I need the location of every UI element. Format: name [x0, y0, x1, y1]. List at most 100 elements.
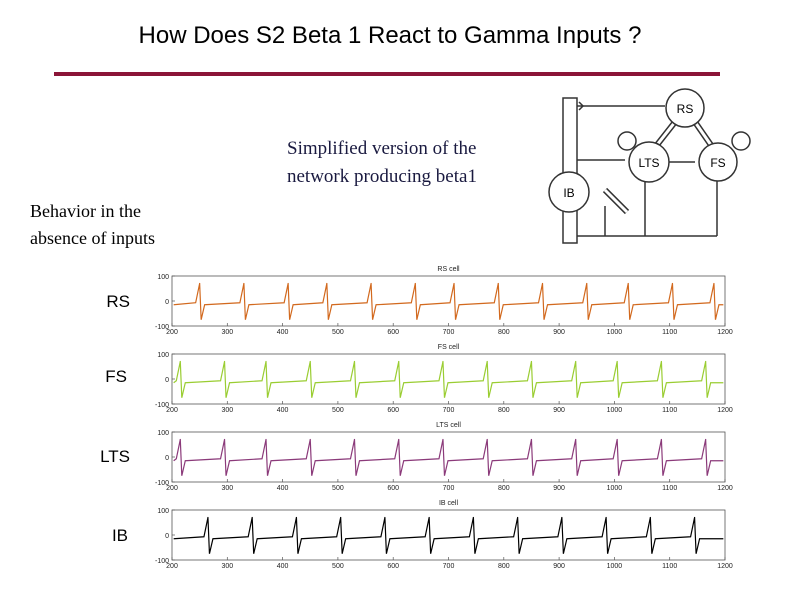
y-tick-label: 100 — [157, 430, 169, 437]
x-tick-label: 500 — [332, 485, 344, 492]
spike-mark — [486, 438, 488, 441]
x-tick-label: 200 — [166, 329, 178, 336]
node-rs — [665, 88, 705, 128]
x-tick-label: 600 — [387, 563, 399, 570]
node-ib-label: IB — [563, 186, 574, 200]
x-tick-label: 1200 — [717, 329, 733, 336]
spike-mark — [223, 438, 226, 441]
spike-mark — [713, 282, 715, 285]
spike-mark — [486, 360, 488, 363]
spike-mark — [353, 438, 356, 441]
x-tick-label: 1100 — [662, 407, 677, 414]
spike-mark — [472, 516, 474, 519]
spike-mark — [530, 438, 533, 441]
spike-mark — [705, 438, 707, 441]
x-tick-label: 200 — [166, 407, 178, 414]
x-tick-label: 1100 — [662, 563, 677, 570]
plot-title: FS cell — [438, 344, 460, 351]
spike-mark — [326, 282, 328, 285]
x-tick-label: 1100 — [662, 485, 677, 492]
y-tick-label: 100 — [157, 508, 169, 515]
spike-mark — [616, 438, 618, 441]
plot-frame — [171, 431, 726, 483]
x-tick-label: 800 — [498, 485, 510, 492]
y-tick-label: -100 — [155, 402, 169, 409]
spike-mark — [605, 516, 607, 519]
spike-mark — [671, 282, 674, 285]
plot-title: LTS cell — [436, 422, 461, 429]
voltage-trace — [173, 283, 724, 320]
spike-mark — [398, 438, 400, 441]
x-tick-label: 1200 — [717, 563, 733, 570]
spike-mark — [575, 438, 577, 441]
row-label-lts: LTS — [100, 447, 130, 466]
spike-mark — [660, 360, 663, 363]
x-tick-label: 700 — [443, 563, 455, 570]
x-tick-label: 400 — [277, 485, 289, 492]
spike-mark — [295, 516, 298, 519]
x-tick-label: 200 — [166, 485, 178, 492]
spike-mark — [309, 438, 311, 441]
input-bar — [562, 97, 578, 244]
node-rs-label: RS — [677, 102, 694, 116]
fs-self-loop — [731, 131, 751, 151]
x-tick-label: 400 — [277, 563, 289, 570]
x-tick-label: 700 — [443, 485, 455, 492]
x-tick-label: 900 — [553, 407, 565, 414]
spike-mark — [561, 516, 563, 519]
network-diagram: RS LTS FS IB — [548, 88, 751, 244]
behavior-caption: Behavior in the absence of inputs — [30, 198, 155, 252]
y-tick-label: 0 — [165, 455, 169, 462]
x-tick-label: 300 — [221, 329, 233, 336]
network-caption-line-1: Simplified version of the — [287, 138, 477, 159]
plot-title: IB cell — [439, 500, 459, 507]
spike-mark — [309, 360, 311, 363]
x-tick-label: 300 — [221, 407, 233, 414]
x-tick-label: 1000 — [607, 329, 623, 336]
plot-frame — [171, 509, 726, 561]
spike-mark — [251, 516, 253, 519]
node-lts — [628, 141, 670, 183]
x-tick-label: 700 — [443, 329, 455, 336]
network-caption: Simplified version of the network produc… — [287, 135, 477, 191]
spike-mark — [179, 360, 181, 363]
node-fs-label: FS — [710, 156, 725, 170]
y-tick-label: 0 — [165, 377, 169, 384]
x-tick-label: 300 — [221, 563, 233, 570]
voltage-trace — [173, 517, 724, 554]
x-tick-label: 400 — [277, 329, 289, 336]
spike-mark — [693, 516, 696, 519]
x-tick-label: 500 — [332, 329, 344, 336]
spike-mark — [353, 360, 356, 363]
behavior-caption-line-1: Behavior in the — [30, 201, 141, 221]
x-tick-label: 1100 — [662, 329, 677, 336]
x-tick-label: 600 — [387, 329, 399, 336]
x-tick-label: 300 — [221, 485, 233, 492]
x-tick-label: 500 — [332, 563, 344, 570]
spike-mark — [207, 516, 209, 519]
x-tick-label: 500 — [332, 407, 344, 414]
spike-mark — [265, 438, 267, 441]
x-tick-label: 600 — [387, 485, 399, 492]
spike-mark — [453, 282, 455, 285]
row-label-fs: FS — [105, 367, 127, 386]
spike-mark — [442, 438, 444, 441]
y-tick-label: 100 — [157, 352, 169, 359]
spike-mark — [243, 282, 245, 285]
x-tick-label: 600 — [387, 407, 399, 414]
y-tick-label: 0 — [165, 533, 169, 540]
x-tick-label: 1200 — [717, 407, 733, 414]
x-tick-label: 1000 — [607, 563, 623, 570]
spike-mark — [649, 516, 651, 519]
spike-mark — [265, 360, 267, 363]
x-tick-label: 800 — [498, 563, 510, 570]
x-tick-label: 700 — [443, 407, 455, 414]
y-tick-label: -100 — [155, 558, 169, 565]
spike-mark — [616, 360, 618, 363]
slide-title: How Does S2 Beta 1 React to Gamma Inputs… — [138, 22, 642, 49]
spike-mark — [223, 360, 226, 363]
spike-mark — [442, 360, 444, 363]
network-caption-line-2: network producing beta1 — [287, 166, 477, 187]
x-tick-label: 800 — [498, 329, 510, 336]
y-tick-label: -100 — [155, 480, 169, 487]
